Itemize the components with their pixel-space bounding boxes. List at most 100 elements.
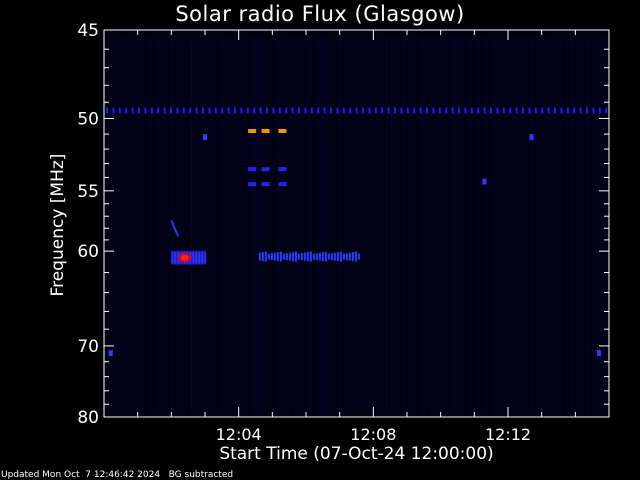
x-tick-label: 12:08 [350, 425, 396, 444]
mark [261, 182, 270, 187]
noise-stripe [451, 36, 452, 415]
noise-stripe [233, 36, 234, 415]
noise-stripe [261, 36, 262, 415]
noise-stripe [285, 36, 286, 415]
noise-stripe [211, 36, 212, 415]
noise-stripe [185, 36, 186, 415]
noise-stripe [557, 36, 558, 415]
noise-stripe [265, 36, 266, 415]
noise-stripe [135, 36, 136, 415]
interference-dash [387, 107, 390, 114]
noise-stripe [147, 36, 148, 415]
noise-stripe [169, 36, 170, 415]
interference-dash [592, 107, 595, 114]
noise-stripe [123, 36, 124, 415]
interference-dash [336, 107, 339, 114]
noise-stripe [401, 36, 402, 415]
y-tick-label: 55 [77, 182, 99, 202]
noise-stripe [517, 36, 518, 415]
noise-stripe [377, 36, 378, 415]
noise-stripe [539, 36, 540, 415]
interference-dash [246, 107, 249, 114]
noise-stripe [369, 36, 370, 415]
noise-stripe [249, 36, 250, 415]
interference-dash [547, 107, 550, 114]
noise-stripe [339, 36, 340, 415]
noise-stripe [333, 36, 334, 415]
noise-stripe [467, 36, 468, 415]
burst-streak [192, 251, 195, 264]
noise-stripe [257, 36, 258, 415]
band-segment [333, 252, 336, 261]
noise-stripe [367, 36, 368, 415]
interference-dash [208, 107, 211, 114]
noise-stripe [553, 36, 554, 415]
noise-stripe [305, 36, 306, 415]
band-segment [339, 251, 342, 262]
noise-stripe [137, 36, 138, 415]
interference-dash [195, 107, 198, 114]
noise-stripe [571, 36, 572, 415]
band-segment [345, 253, 348, 261]
noise-stripe [547, 36, 548, 415]
noise-stripe [565, 36, 566, 415]
interference-dash [259, 107, 262, 114]
noise-stripe [117, 36, 118, 415]
band-segment [351, 252, 354, 262]
noise-stripe [595, 36, 596, 415]
noise-stripe [515, 36, 516, 415]
noise-stripe [163, 36, 164, 415]
updated-timestamp: Updated Mon Oct 7 12:46:42 2024 [1, 470, 161, 480]
noise-stripe [205, 36, 206, 415]
burst-streak [198, 251, 201, 264]
noise-stripe [433, 36, 434, 415]
interference-dash [214, 107, 217, 114]
interference-dash [426, 107, 428, 114]
noise-stripe [427, 36, 428, 415]
noise-stripe [337, 36, 338, 415]
interference-dash [163, 107, 166, 114]
noise-stripe [229, 36, 230, 415]
noise-stripe [347, 36, 348, 415]
interference-dash [490, 107, 492, 114]
noise-stripe [461, 36, 462, 415]
band-segment [282, 253, 285, 260]
noise-stripe [537, 36, 538, 415]
noise-stripe [219, 36, 220, 415]
noise-stripe [483, 36, 484, 415]
noise-stripe [361, 36, 362, 415]
noise-stripe [589, 36, 590, 415]
mark [278, 167, 287, 172]
noise-stripe [531, 36, 532, 415]
noise-stripe [425, 36, 426, 415]
noise-stripe [387, 36, 388, 415]
noise-stripe [161, 36, 162, 415]
noise-stripe [353, 36, 354, 415]
noise-stripe [203, 36, 204, 415]
noise-stripe [281, 36, 282, 415]
y-tick-label: 45 [77, 21, 99, 41]
noise-stripe [381, 36, 382, 415]
noise-stripe [489, 36, 490, 415]
noise-stripe [341, 36, 342, 415]
noise-stripe [457, 36, 458, 415]
noise-stripe [385, 36, 386, 415]
noise-stripe [379, 36, 380, 415]
interference-dash [170, 107, 172, 114]
noise-stripe [345, 36, 346, 415]
interference-dash [534, 107, 537, 114]
noise-stripe [551, 36, 552, 415]
noise-stripe [319, 36, 320, 415]
burst-streak [204, 251, 207, 264]
burst-streak [171, 251, 174, 264]
noise-stripe [299, 36, 300, 415]
chart-title: Solar radio Flux (Glasgow) [175, 2, 465, 26]
mark [248, 182, 257, 187]
noise-stripe [521, 36, 522, 415]
interference-dash [317, 107, 320, 114]
noise-stripe [541, 36, 542, 415]
interference-dash [362, 107, 364, 114]
noise-stripe [533, 36, 534, 415]
noise-stripe [335, 36, 336, 415]
noise-stripe [255, 36, 256, 415]
